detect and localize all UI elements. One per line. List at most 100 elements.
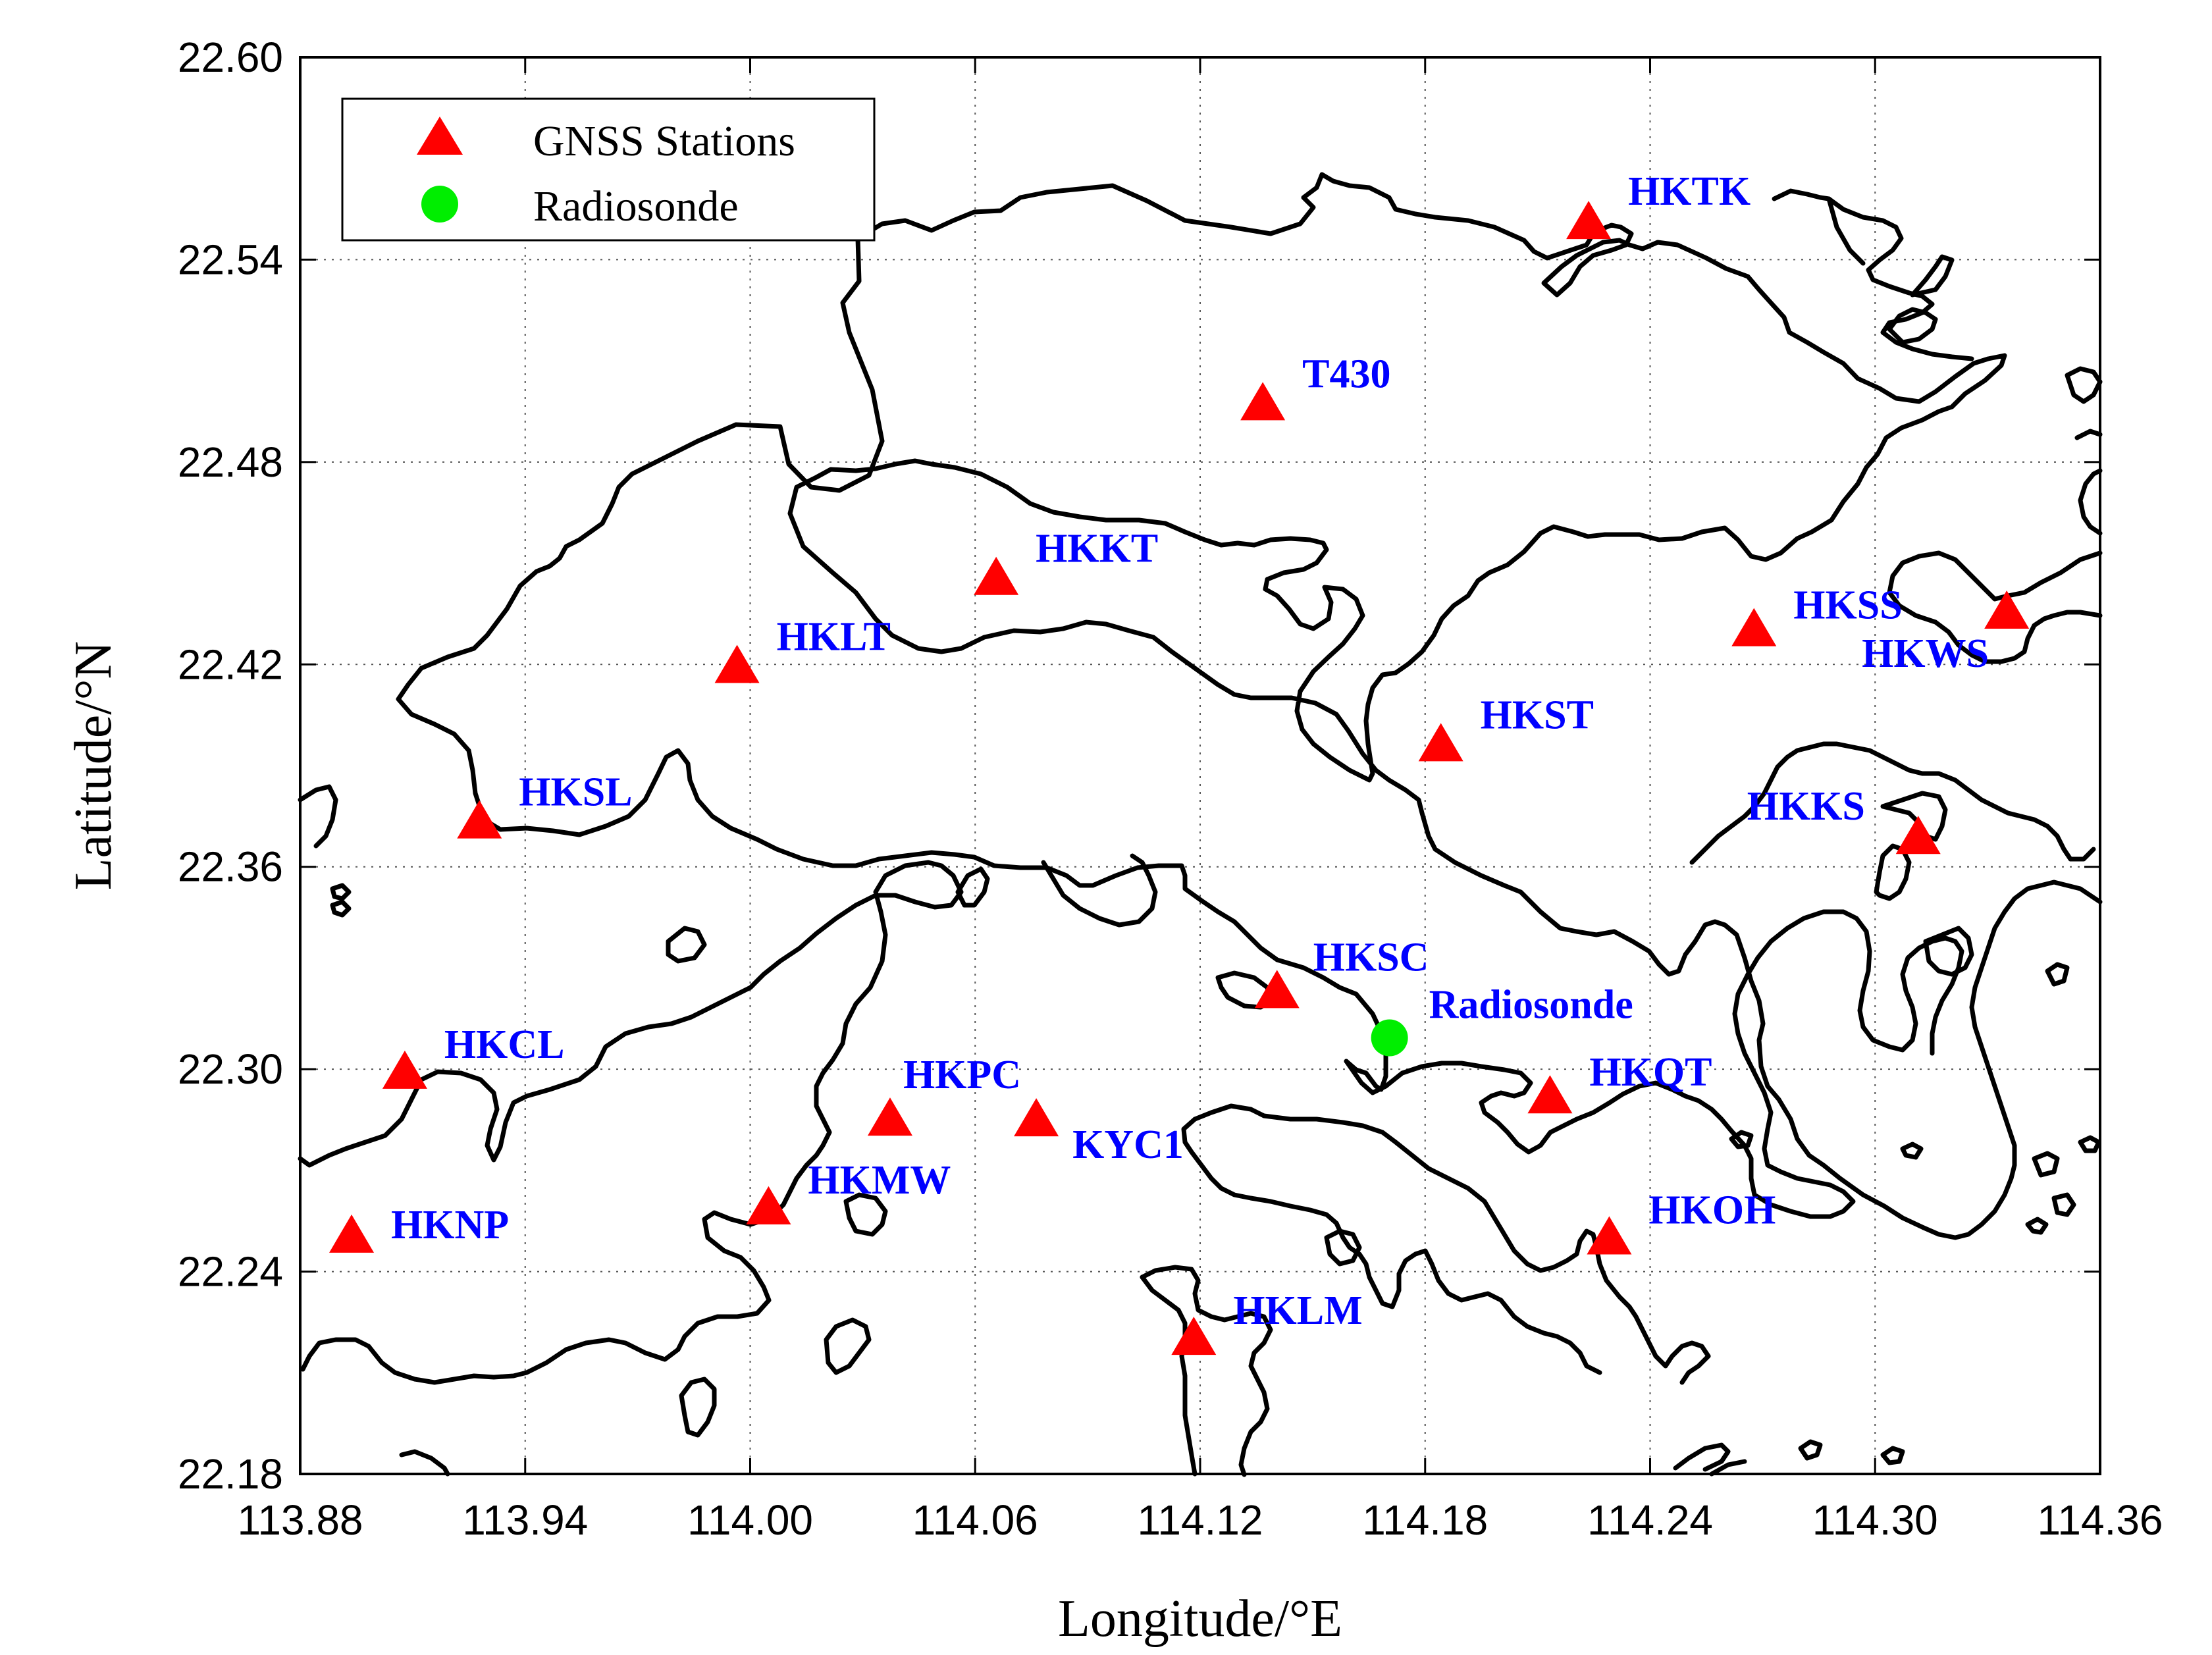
radiosonde-marker: [1371, 1019, 1408, 1057]
coastline-sai-kung-peninsula: [1689, 741, 2096, 865]
coastline-south-island-c: [1798, 1439, 1823, 1461]
gnss-station-marker: [714, 644, 760, 683]
coastline-kowloon-south: [1344, 1059, 1754, 1181]
x-tick-label: 113.94: [462, 1496, 588, 1544]
gnss-station-marker: [1254, 970, 1300, 1009]
legend: GNSS Stations Radiosonde: [341, 97, 876, 242]
gnss-station-marker: [1527, 1075, 1573, 1114]
y-tick-label: 22.60: [178, 34, 283, 81]
gnss-station-marker: [867, 1097, 912, 1136]
coastline-south-island-a: [1673, 1442, 1731, 1472]
coastline-peng-chau: [666, 926, 707, 964]
legend-gnss-label: GNSS Stations: [533, 117, 795, 165]
coastline-hk-island: [1192, 1103, 1711, 1385]
coastline-tiny-west-b: [330, 899, 352, 918]
gnss-station-marker: [974, 556, 1019, 595]
gnss-station-marker: [1014, 1098, 1059, 1137]
coastline-south-island-b: [1709, 1459, 1747, 1477]
gnss-station-marker: [1895, 816, 1941, 854]
coastline-mirs-bay: [2078, 468, 2103, 536]
y-tick-label: 22.36: [178, 843, 283, 891]
y-axis-title: Latitude/°N: [65, 641, 122, 891]
coastline-north-ne: [1826, 196, 1974, 361]
coastline-kiu-tsui: [1874, 843, 1912, 901]
coastline-lamma-south: [1140, 1274, 1198, 1477]
legend-triangle-icon: [417, 117, 463, 155]
coastline-ma-wan: [955, 866, 990, 908]
plot-area: [300, 57, 2100, 1474]
coastline-east-islet-a: [2045, 962, 2070, 987]
coastline-tiny-west-a: [330, 883, 352, 901]
y-tick-label: 22.48: [178, 438, 283, 486]
station-label: T430: [1302, 352, 1390, 396]
coastline-east-islet-f: [2078, 1135, 2101, 1153]
coastline-south-island-d: [1880, 1446, 1905, 1465]
legend-circle-icon: [421, 186, 458, 223]
y-tick-label: 22.18: [178, 1450, 283, 1498]
station-label: HKWS: [1862, 631, 1989, 676]
coastline-east-islet-g: [1729, 1130, 1754, 1149]
coastline-lantau: [298, 860, 964, 1385]
coastline-west-islet: [298, 784, 338, 849]
x-tick-label: 114.24: [1587, 1496, 1713, 1544]
y-tick-label: 22.24: [178, 1248, 283, 1296]
gnss-station-marker: [746, 1186, 791, 1224]
x-tick-label: 114.30: [1812, 1496, 1938, 1544]
coastline-mainland: [733, 172, 2007, 1230]
coastline-poi-toi: [1324, 1228, 1362, 1267]
coastline-tsing-yi: [1041, 853, 1158, 928]
x-axis-title: Longitude/°E: [1058, 1590, 1342, 1648]
gnss-station-marker: [457, 800, 502, 839]
coastline-east-islet-d: [2025, 1217, 2049, 1235]
coastline-chau: [843, 1192, 888, 1237]
station-label: HKST: [1481, 693, 1594, 737]
station-label: HKLT: [777, 614, 891, 659]
station-label: HKSL: [519, 770, 632, 815]
axis-ticks: 113.88 113.94 114.00 114.06 114.12 114.18 114.…: [178, 34, 2163, 1544]
coastline-sw-island: [399, 1449, 450, 1477]
gnss-station-marker: [1731, 608, 1777, 646]
y-tick-label: 22.54: [178, 236, 283, 283]
coastline-west-mainland: [396, 422, 1388, 1092]
gnss-station-marker: [1240, 382, 1286, 421]
gnss-station-marker: [382, 1050, 427, 1089]
gnss-station-marker: [1984, 590, 2030, 629]
gnss-station-marker: [1587, 1216, 1632, 1255]
coastline-hk-island-west: [1181, 1116, 1602, 1375]
coastline-sai-kung-south: [1921, 880, 2103, 1240]
coastline-tolo-lower: [1880, 791, 1948, 842]
gnss-station-marker: [1418, 723, 1463, 762]
coastline-small-ne-island: [1887, 307, 1938, 345]
gnss-station-marker: [1566, 201, 1612, 240]
x-tick-label: 114.00: [687, 1496, 813, 1544]
coastline-double-haven: [1910, 254, 1955, 298]
coastline-lamma-north: [1140, 1265, 1273, 1477]
y-tick-label: 22.30: [178, 1045, 283, 1093]
coastline-east-islet-e: [1900, 1142, 1924, 1160]
station-label: HKSC: [1313, 935, 1429, 980]
station-label: Radiosonde: [1429, 982, 1633, 1027]
coastline-east-islet-c: [2051, 1192, 2076, 1217]
x-tick-label: 114.12: [1138, 1496, 1263, 1544]
x-tick-label: 114.18: [1362, 1496, 1488, 1544]
gnss-station-marker: [329, 1214, 375, 1253]
coastline-layer: [298, 172, 2103, 1477]
x-tick-label: 114.06: [912, 1496, 1038, 1544]
station-label: HKTK: [1628, 169, 1751, 214]
gnss-station-marker: [1171, 1317, 1217, 1355]
station-label: HKQT: [1589, 1050, 1712, 1095]
station-label: HKPC: [903, 1053, 1021, 1097]
station-label: HKCL: [444, 1022, 565, 1067]
station-label: HKLM: [1233, 1288, 1362, 1333]
station-label: HKKS: [1747, 784, 1865, 829]
station-label: HKNP: [391, 1203, 509, 1248]
coastline-east-islet-b: [2032, 1151, 2060, 1178]
legend-radiosonde-label: Radiosonde: [533, 182, 739, 230]
coastline-ne-arm: [1826, 196, 1866, 266]
y-tick-label: 22.42: [178, 641, 283, 688]
coastline-cheung-chau: [679, 1377, 717, 1438]
coastline-tolo-channel: [2065, 366, 2103, 404]
coastline-ninepin: [1923, 926, 1974, 977]
